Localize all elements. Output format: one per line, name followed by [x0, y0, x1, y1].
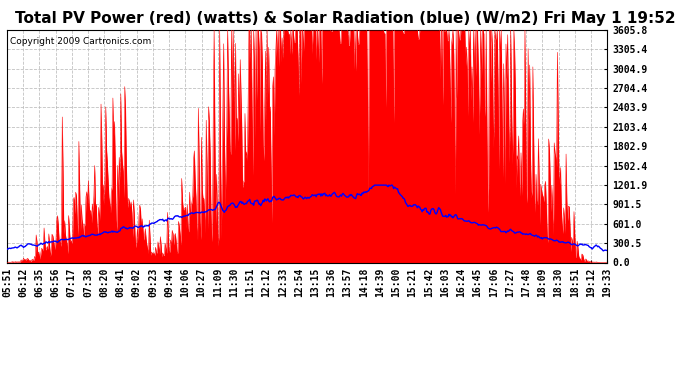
- Text: Copyright 2009 Cartronics.com: Copyright 2009 Cartronics.com: [10, 37, 151, 46]
- Text: Total PV Power (red) (watts) & Solar Radiation (blue) (W/m2) Fri May 1 19:52: Total PV Power (red) (watts) & Solar Rad…: [14, 11, 676, 26]
